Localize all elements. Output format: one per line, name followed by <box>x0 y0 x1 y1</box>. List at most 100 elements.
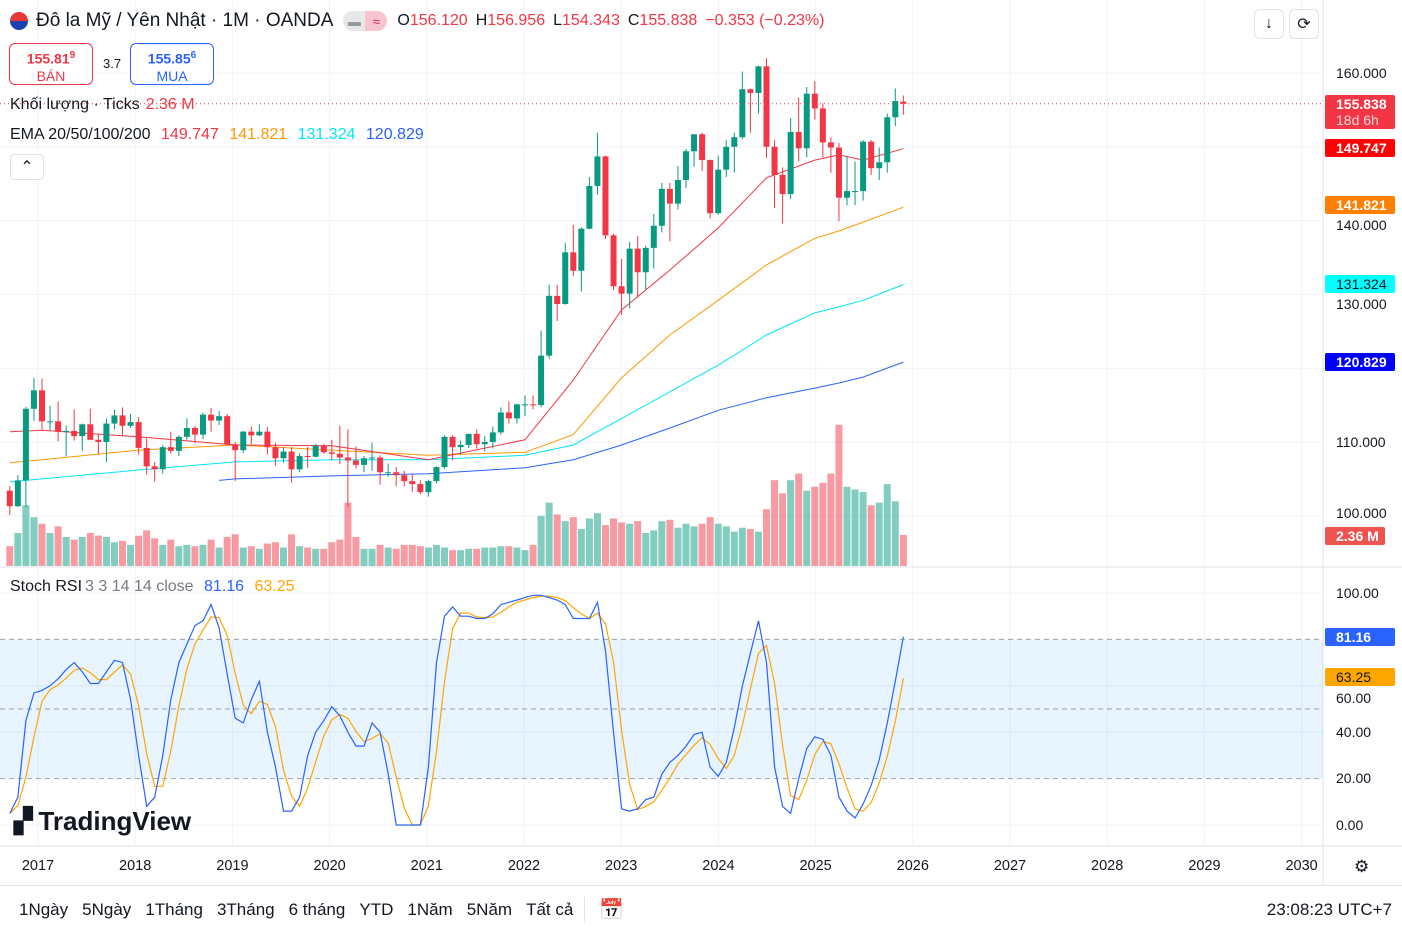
candle-body <box>272 447 279 459</box>
volume-bar <box>658 521 666 566</box>
range-tab[interactable]: 1Năm <box>407 899 453 919</box>
stoch-d-tag: 63.25 <box>1325 668 1395 686</box>
ema-legend[interactable]: EMA 20/50/100/200 149.747 141.821 131.32… <box>10 126 430 144</box>
volume-bar <box>746 529 754 566</box>
candle-body <box>505 412 512 419</box>
candle-body <box>167 447 174 451</box>
range-tab[interactable]: 3Tháng <box>216 899 275 919</box>
candle-body <box>200 414 206 435</box>
price-tick: 140.000 <box>1336 217 1387 233</box>
stoch-tick: 20.00 <box>1336 770 1372 786</box>
volume-bar <box>70 539 78 566</box>
stoch-rsi-legend[interactable]: Stoch RSI 3 3 14 14 close 81.16 63.25 <box>10 578 301 596</box>
buy-price-pip: 6 <box>190 50 197 61</box>
range-tab[interactable]: 5Năm <box>466 899 513 919</box>
candle-body <box>248 431 255 436</box>
time-tick: 2028 <box>1091 858 1124 874</box>
candle-body <box>642 247 649 273</box>
stoch-k-value: 81.16 <box>204 578 245 595</box>
volume-bar <box>521 550 529 566</box>
time-tick: 2027 <box>993 858 1027 874</box>
logo-text: TradingView <box>38 806 192 836</box>
candle-body <box>876 162 883 169</box>
candle-body <box>151 466 158 470</box>
volume-bar <box>465 548 473 566</box>
candle-body <box>288 451 295 470</box>
candle-body <box>795 132 802 149</box>
candle-body <box>47 421 54 423</box>
volume-bar <box>38 523 46 566</box>
candle-body <box>497 412 504 433</box>
stoch-rsi-label: Stoch RSI <box>10 578 83 595</box>
arrow-down-icon: ↓ <box>1265 15 1273 32</box>
open-value: 156.120 <box>409 12 468 29</box>
market-status[interactable]: ▬ ≈ <box>343 11 388 31</box>
range-tab[interactable]: Tất cả <box>526 899 574 919</box>
ema50-tag: 141.821 <box>1325 196 1395 214</box>
candle-body <box>771 146 778 175</box>
volume-bar <box>730 531 738 566</box>
refresh-icon: ⟳ <box>1297 16 1311 33</box>
candle-body <box>191 427 198 435</box>
stoch-d-line <box>9 595 904 826</box>
stoch-k-line <box>9 594 904 826</box>
volume-bar <box>738 527 746 566</box>
volume-bar <box>263 543 271 566</box>
buy-button[interactable]: 155.856 MUA <box>130 43 214 85</box>
collapse-legend-button[interactable]: ⌃ <box>10 154 44 180</box>
candle-body <box>22 408 29 481</box>
range-tab[interactable]: YTD <box>359 899 394 919</box>
volume-bar <box>296 546 304 566</box>
candle-body <box>39 390 45 422</box>
price-tick: 160.000 <box>1336 65 1387 81</box>
clock-timezone[interactable]: 23:08:23 UTC+7 <box>1266 899 1392 919</box>
range-tab[interactable]: 1Tháng <box>145 899 203 919</box>
sell-button[interactable]: 155.819 BÁN <box>9 43 93 85</box>
candle-body <box>892 101 899 118</box>
volume-bar <box>352 536 360 566</box>
candle-body <box>111 415 118 424</box>
candle-body <box>79 424 86 437</box>
candle-body <box>852 191 859 193</box>
range-tab[interactable]: 1Ngày <box>19 899 69 919</box>
tradingview-logo[interactable]: ▞ TradingView <box>14 806 191 837</box>
download-button[interactable]: ↓ <box>1254 9 1284 39</box>
volume-bar <box>167 539 175 566</box>
ohlc-values: O156.120 H156.956 L154.343 C155.838 −0.3… <box>397 12 824 30</box>
candle-body <box>538 355 545 406</box>
time-tick: 2020 <box>313 858 346 874</box>
candle-body <box>562 252 569 304</box>
approx-icon: ≈ <box>365 11 388 31</box>
candle-body <box>63 430 70 432</box>
volume-legend-value: 2.36 M <box>145 96 195 113</box>
volume-bar <box>537 515 545 566</box>
volume-bar <box>175 546 183 566</box>
time-tick: 2018 <box>119 858 152 874</box>
low-value: 154.343 <box>562 12 620 29</box>
volume-bar <box>344 502 352 566</box>
candle-body <box>232 444 239 451</box>
candle-body <box>143 447 150 467</box>
candle-body <box>304 456 311 458</box>
range-tab[interactable]: 6 tháng <box>288 899 346 919</box>
symbol-title[interactable]: Đô la Mỹ / Yên Nhật · 1M · OANDA <box>36 10 334 31</box>
volume-bar <box>159 544 167 566</box>
volume-bar <box>22 505 30 566</box>
volume-tag: 2.36 M <box>1325 527 1385 545</box>
volume-legend[interactable]: Khối lượng · Ticks 2.36 M <box>10 96 201 114</box>
range-tab[interactable]: 5Ngày <box>82 899 132 919</box>
ema200-line <box>219 361 904 481</box>
volume-bar <box>682 523 690 566</box>
candle-body <box>224 416 231 445</box>
candle-body <box>715 169 722 214</box>
candle-body <box>731 137 738 147</box>
chart-canvas[interactable] <box>0 0 1402 885</box>
go-to-date-button[interactable]: 📅 <box>593 897 630 922</box>
replay-button[interactable]: ⟳ <box>1289 9 1319 39</box>
volume-bar <box>489 547 497 566</box>
candle-body <box>610 235 617 287</box>
settings-gear-icon[interactable]: ⚙ <box>1354 857 1370 876</box>
candle-body <box>481 442 488 445</box>
candle-body <box>594 156 601 186</box>
volume-bar <box>610 518 618 566</box>
